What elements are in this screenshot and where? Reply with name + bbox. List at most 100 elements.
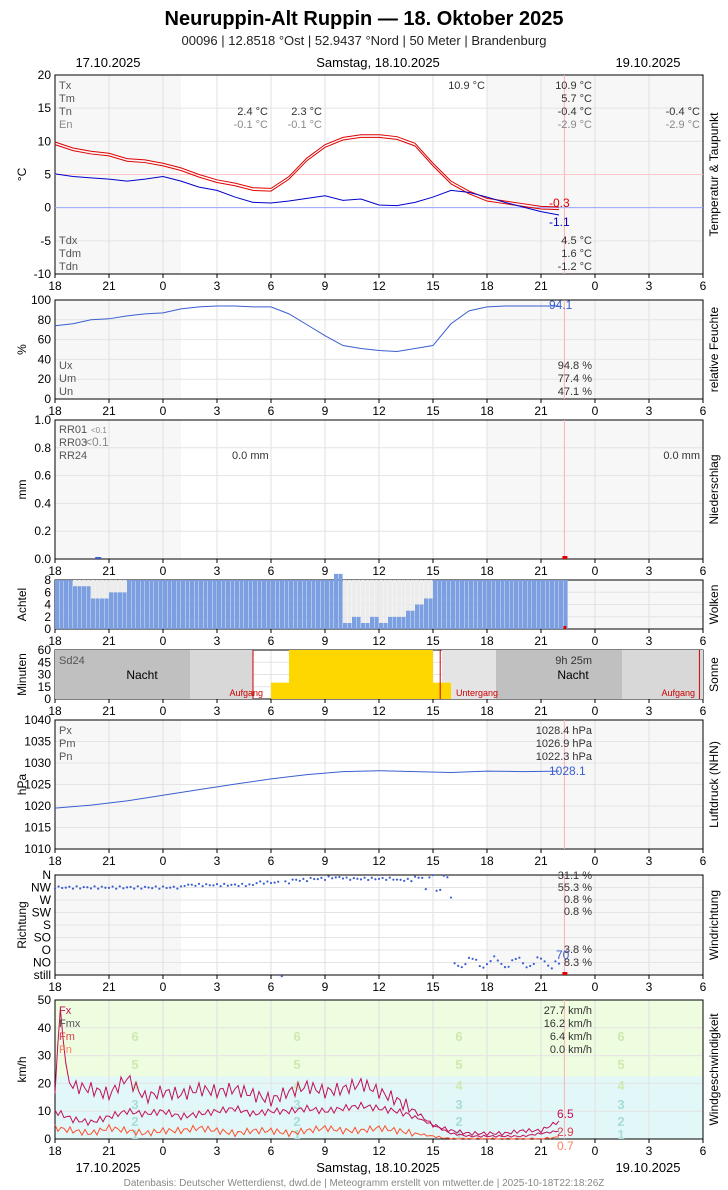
wind-dir-point <box>212 884 215 887</box>
wind-dir-point <box>226 884 229 887</box>
wind-dir-point <box>550 967 553 970</box>
x-tick-label: 18 <box>48 1144 62 1158</box>
wind-dir-point <box>230 883 233 886</box>
wind-dir-point <box>489 960 492 963</box>
y-tick-label: SO <box>34 931 51 945</box>
cloud-bar <box>122 592 127 629</box>
label-en: En <box>59 119 72 131</box>
cloud-bar <box>176 580 181 629</box>
wind-dir-point <box>377 877 381 880</box>
value-rr01: <0.1 <box>91 426 107 435</box>
dawn-band <box>190 650 253 699</box>
cloud-gap <box>100 580 105 599</box>
cloud-bar <box>320 580 325 629</box>
x-tick-label: 18 <box>48 279 62 293</box>
y-tick-label: 10 <box>38 134 52 148</box>
cloud-bar <box>370 616 375 629</box>
wind-dir-point <box>68 885 71 888</box>
value-fx: 27.7 km/h <box>544 1005 592 1017</box>
cloud-gap <box>118 580 123 593</box>
wind-dir-point <box>262 882 265 885</box>
wind-dir-point <box>197 882 201 885</box>
cloud-bar <box>482 580 487 629</box>
x-tick-label: 21 <box>534 279 548 293</box>
wind-dir-point <box>208 884 211 887</box>
cloud-bar <box>554 580 559 629</box>
last-dew: -1.1 <box>549 215 570 229</box>
precip-bar <box>95 557 102 559</box>
x-tick-label: 15 <box>426 1144 440 1158</box>
y-tick-label: 2 <box>44 610 51 624</box>
cloud-bar <box>172 580 177 629</box>
wind-dir-point <box>539 957 543 960</box>
x-tick-label: 9 <box>322 1144 329 1158</box>
beaufort-label: 3 <box>131 1097 138 1112</box>
beaufort-label: 6 <box>455 1029 462 1044</box>
y-axis-label: % <box>15 344 29 355</box>
cloud-gap <box>424 580 429 599</box>
x-tick-label: 21 <box>102 634 116 648</box>
y-axis-label: Richtung <box>15 901 29 948</box>
x-tick-label: 21 <box>102 854 116 868</box>
wind-dir-point <box>172 885 175 888</box>
cloud-bar <box>379 622 384 629</box>
wind-dir-point <box>75 885 78 888</box>
x-tick-label: 0 <box>160 564 167 578</box>
wind-dir-point <box>179 885 183 888</box>
x-tick-label: 18 <box>48 404 62 418</box>
cloud-bar <box>473 580 478 629</box>
x-tick-label: 6 <box>700 564 707 578</box>
wind-dir-point <box>514 957 517 961</box>
y-tick-label: NO <box>33 956 51 970</box>
x-tick-label: 12 <box>372 634 386 648</box>
cloud-gap <box>82 580 87 587</box>
wind-dir-point <box>79 887 82 890</box>
x-tick-label: 18 <box>48 564 62 578</box>
cloud-bar <box>464 580 469 629</box>
cloud-bar <box>136 580 141 629</box>
x-tick-label: 3 <box>214 634 221 648</box>
wind-dir-point <box>525 966 528 969</box>
cloud-bar <box>307 580 312 629</box>
cloud-bar <box>208 580 213 629</box>
y-axis-label: °C <box>15 167 29 181</box>
x-tick-label: 3 <box>646 980 653 994</box>
cloud-gap <box>379 580 384 623</box>
x-tick-label: 18 <box>480 980 494 994</box>
wind-dir-point <box>467 956 471 959</box>
value-um: 77.4 % <box>558 373 592 385</box>
x-tick-label: 0 <box>160 1144 167 1158</box>
x-tick-label: 3 <box>214 279 221 293</box>
wind-dir-point <box>511 959 514 962</box>
x-tick-label: 6 <box>268 980 275 994</box>
cloud-bar <box>356 616 361 629</box>
y-axis-label: Minuten <box>15 653 29 696</box>
precip-now-marker <box>562 556 568 559</box>
date-center-bottom: Samstag, 18.10.2025 <box>316 1160 440 1175</box>
cloud-bar <box>325 580 330 629</box>
x-tick-label: 21 <box>534 1144 548 1158</box>
cloud-gap <box>374 580 379 617</box>
x-tick-label: 0 <box>592 564 599 578</box>
cloud-bar <box>518 580 523 629</box>
wind-dir-point <box>241 882 244 885</box>
beaufort-label: 1 <box>293 1127 300 1142</box>
panel-day-bg <box>181 420 487 559</box>
cloud-bar <box>536 580 541 629</box>
beaufort-label: 5 <box>617 1057 624 1072</box>
x-tick-label: 18 <box>480 564 494 578</box>
wind-dir-point <box>143 885 147 888</box>
label-night1: Nacht <box>126 668 158 682</box>
label-pn: Pn <box>59 751 72 763</box>
wind-dir-point <box>341 877 345 880</box>
y-tick-label: 0.0 <box>34 552 51 566</box>
wind-dir-point <box>439 888 442 891</box>
cloud-gap <box>113 580 118 593</box>
x-tick-label: 12 <box>372 1144 386 1158</box>
wind-dir-point <box>316 878 319 881</box>
value-dir-nw: 55.3 % <box>558 882 592 894</box>
x-tick-label: 9 <box>322 854 329 868</box>
cloud-bar <box>127 580 132 629</box>
